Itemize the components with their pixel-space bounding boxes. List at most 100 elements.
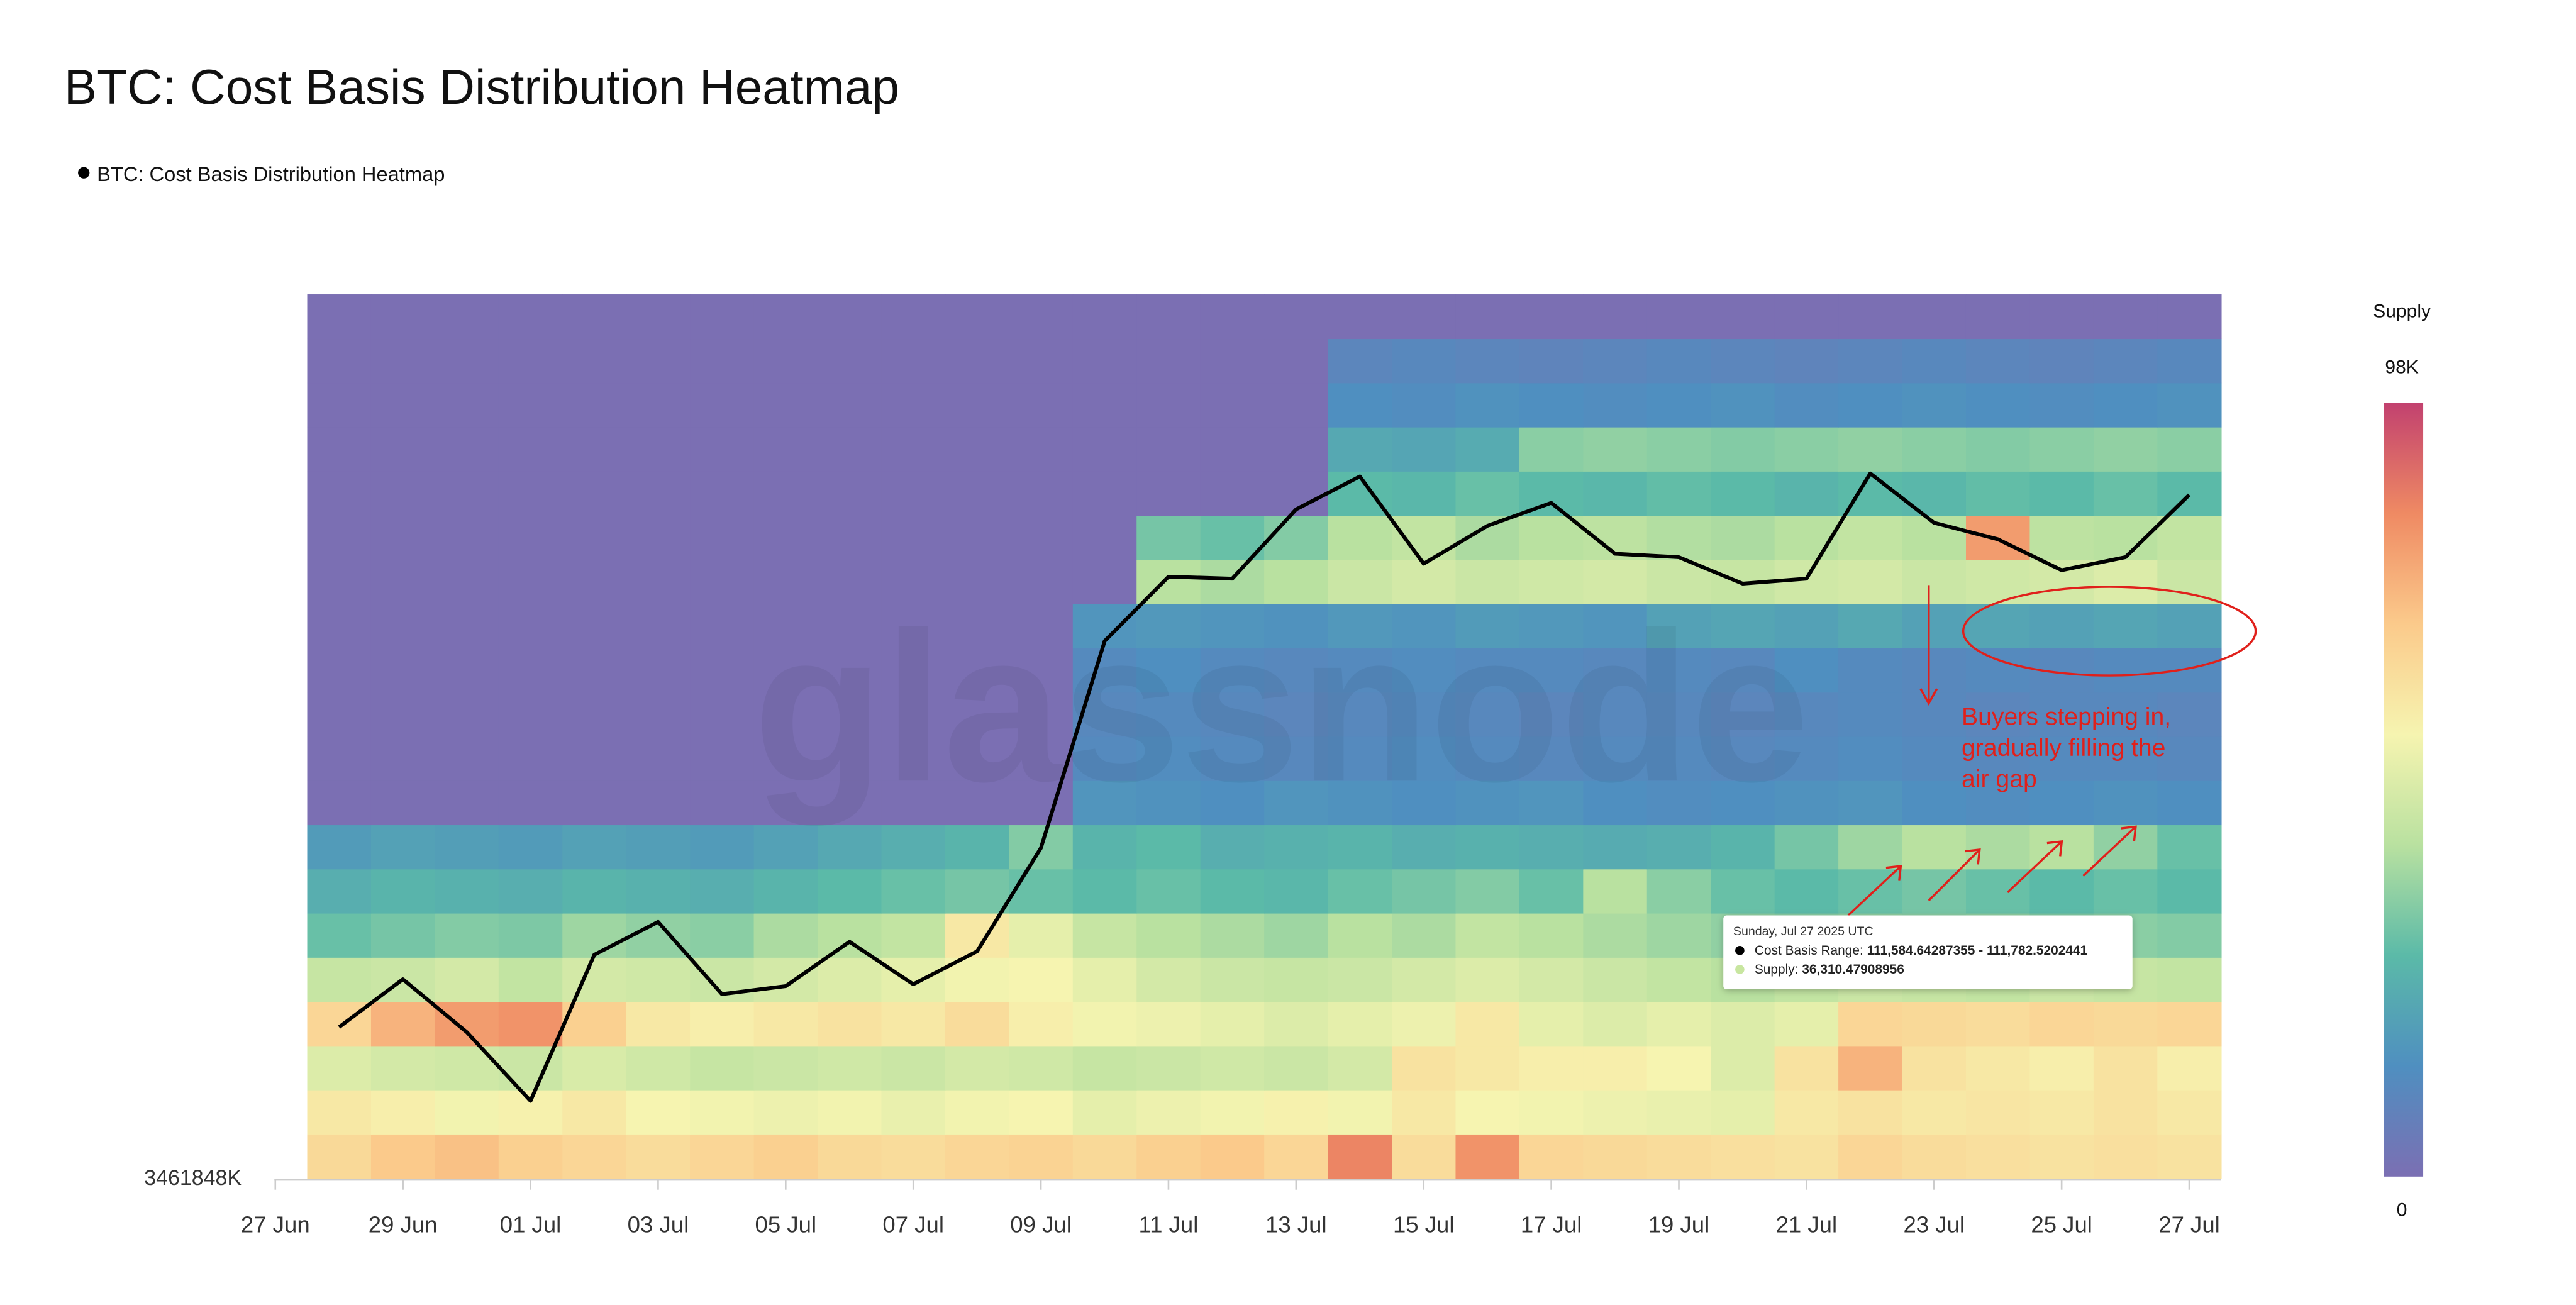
heat-cell <box>626 603 691 648</box>
heat-cell <box>753 559 818 604</box>
heat-cell <box>1072 780 1138 826</box>
heat-cell <box>753 648 818 693</box>
heat-cell <box>2093 825 2158 870</box>
heat-cell <box>818 471 882 516</box>
heat-cell <box>1264 825 1329 870</box>
heat-cell <box>307 471 372 516</box>
heat-cell <box>626 426 691 472</box>
heat-cell <box>307 426 372 472</box>
heat-cell <box>2029 1089 2094 1135</box>
heat-cell <box>1009 559 1074 604</box>
heat-cell <box>1200 869 1265 914</box>
heat-cell <box>1902 1089 1967 1135</box>
heat-cell <box>435 736 499 781</box>
heat-cell <box>1072 515 1138 560</box>
heat-cell <box>881 338 946 384</box>
heat-cell <box>1328 294 1392 340</box>
heat-cell <box>1136 1089 1201 1135</box>
heat-cell <box>2029 426 2094 472</box>
heat-cell <box>1965 471 2031 516</box>
heat-cell <box>498 515 564 560</box>
heat-cell <box>1392 603 1457 648</box>
heat-cell <box>1711 338 1775 384</box>
heat-cell <box>1646 1045 1712 1091</box>
heat-cell <box>370 869 436 914</box>
heat-cell <box>2093 515 2158 560</box>
x-tick-label: 15 Jul <box>1393 1212 1455 1238</box>
heat-cell <box>626 736 691 781</box>
heat-cell <box>1838 648 1903 693</box>
heat-cell <box>1965 426 2031 472</box>
heat-cell <box>370 1045 436 1091</box>
heat-cell <box>498 957 564 1002</box>
heat-cell <box>945 559 1010 604</box>
heat-cell <box>1455 603 1520 648</box>
heat-cell <box>626 1134 691 1179</box>
heat-cell <box>818 736 882 781</box>
heat-cell <box>562 294 627 340</box>
heat-cell <box>1711 294 1775 340</box>
heat-cell <box>1838 869 1903 914</box>
heat-cell <box>1646 515 1712 560</box>
heat-cell <box>498 825 564 870</box>
heat-cell <box>2157 692 2222 737</box>
heat-cell <box>818 913 882 958</box>
heat-cell <box>1009 1001 1074 1047</box>
y-bottom-label: 3461848K <box>144 1166 242 1190</box>
heat-cell <box>1583 1089 1648 1135</box>
heat-cell <box>2157 426 2222 472</box>
heat-cell <box>1838 1134 1903 1179</box>
heat-cell <box>1264 1001 1329 1047</box>
heat-cell <box>818 603 882 648</box>
heat-cell <box>370 382 436 428</box>
heat-cell <box>818 869 882 914</box>
heat-cell <box>307 515 372 560</box>
heat-cell <box>498 736 564 781</box>
heat-cell <box>2029 294 2094 340</box>
heat-cell <box>1264 294 1329 340</box>
heat-cell <box>1711 825 1775 870</box>
heat-cell <box>1136 825 1201 870</box>
legend-label[interactable]: BTC: Cost Basis Distribution Heatmap <box>97 162 445 186</box>
heat-cell <box>1136 869 1201 914</box>
heat-cell <box>2093 603 2158 648</box>
heat-cell <box>1328 692 1392 737</box>
heat-cell <box>2157 1045 2222 1091</box>
heat-cell <box>1136 1045 1201 1091</box>
heat-cell <box>1646 736 1712 781</box>
heat-cell <box>1264 913 1329 958</box>
heat-cell <box>498 913 564 958</box>
heat-cell <box>1711 648 1775 693</box>
heat-cell <box>1136 338 1201 384</box>
heat-cell <box>818 1045 882 1091</box>
heat-cell <box>1646 780 1712 826</box>
heat-cell <box>1583 825 1648 870</box>
heat-cell <box>1711 1089 1775 1135</box>
heat-cell <box>753 515 818 560</box>
heat-cell <box>1328 780 1392 826</box>
heat-cell <box>562 825 627 870</box>
heat-cell <box>626 338 691 384</box>
heat-cell <box>498 692 564 737</box>
heat-cell <box>1200 957 1265 1002</box>
heat-cell <box>1711 382 1775 428</box>
x-tick-label: 27 Jul <box>2158 1212 2220 1238</box>
heat-cell <box>1965 869 2031 914</box>
x-tick-label: 17 Jul <box>1521 1212 1582 1238</box>
heat-cell <box>2029 1045 2094 1091</box>
heat-cell <box>690 294 755 340</box>
heat-cell <box>1200 1089 1265 1135</box>
heat-cell <box>1711 780 1775 826</box>
heat-cell <box>1646 382 1712 428</box>
heat-cell <box>307 1045 372 1091</box>
heat-cell <box>753 1045 818 1091</box>
heat-cell <box>945 1045 1010 1091</box>
heat-cell <box>1455 825 1520 870</box>
heat-cell <box>1902 1134 1967 1179</box>
tooltip-label: Supply: <box>1755 962 1802 977</box>
heat-cell <box>1902 692 1967 737</box>
heat-cell <box>818 515 882 560</box>
heat-cell <box>307 1089 372 1135</box>
chart-title: BTC: Cost Basis Distribution Heatmap <box>64 59 899 114</box>
heat-cell <box>1392 1089 1457 1135</box>
